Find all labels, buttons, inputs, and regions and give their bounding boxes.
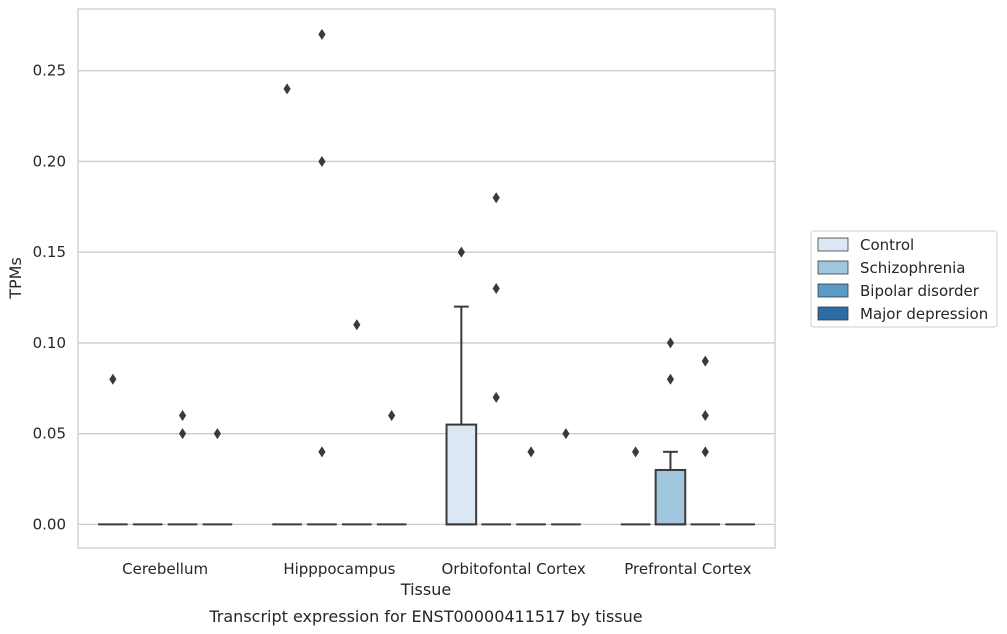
outlier-point [178,410,187,422]
y-tick-label: 0.05 [33,425,66,443]
outlier-point [666,337,675,349]
outlier-point [701,355,709,367]
y-axis-label: TPMs [6,257,25,300]
outlier-point [666,373,675,385]
outlier-point [213,428,221,440]
outlier-point [109,373,117,385]
outlier-point [632,446,640,458]
legend-frame [810,230,998,328]
y-tick-label: 0.00 [33,515,66,533]
legend-swatch [817,260,849,275]
y-tick-label: 0.10 [33,334,66,352]
x-tick-label: Hipppocampus [283,560,395,578]
legend-swatch [817,283,849,298]
outlier-point [492,192,500,204]
x-axis-label: Tissue [400,580,451,599]
outlier-point [492,282,500,294]
legend-label: Major depression [860,305,988,323]
outlier-point [492,391,500,403]
plot-frame [77,8,776,549]
outlier-point [457,246,465,258]
x-axis-ticks: Cerebellum Hipppocampus Orbitofontal Corte… [122,560,751,578]
outlier-point [388,410,396,422]
y-tick-label: 0.20 [33,152,66,170]
outlier-point [701,410,709,422]
outlier-point [318,446,326,458]
x-tick-label: Cerebellum [122,560,208,578]
outlier-point [562,428,570,440]
x-tick-label: Prefrontal Cortex [624,560,751,578]
legend-label: Bipolar disorder [860,282,980,300]
boxes [98,305,755,526]
outlier-point [318,155,326,167]
legend-swatch [817,237,849,252]
legend: Control Schizophrenia Bipolar disorder Majo… [810,230,998,328]
y-axis-ticks: 0.00 0.05 0.10 0.15 0.20 0.25 [33,62,66,534]
outlier-point [283,83,291,95]
box [654,468,687,526]
legend-label: Control [860,236,914,254]
x-tick-label: Orbitofontal Cortex [442,560,586,578]
legend-label: Schizophrenia [860,259,965,277]
chart-caption: Transcript expression for ENST0000041151… [208,607,642,626]
outlier-point [527,446,535,458]
y-tick-label: 0.15 [33,243,66,261]
outlier-point [353,319,361,331]
legend-swatch [817,306,849,321]
outlier-point [318,28,326,40]
box [445,423,478,526]
y-tick-label: 0.25 [33,62,66,80]
outlier-point [701,446,709,458]
outliers [109,28,709,458]
outlier-point [178,428,187,440]
